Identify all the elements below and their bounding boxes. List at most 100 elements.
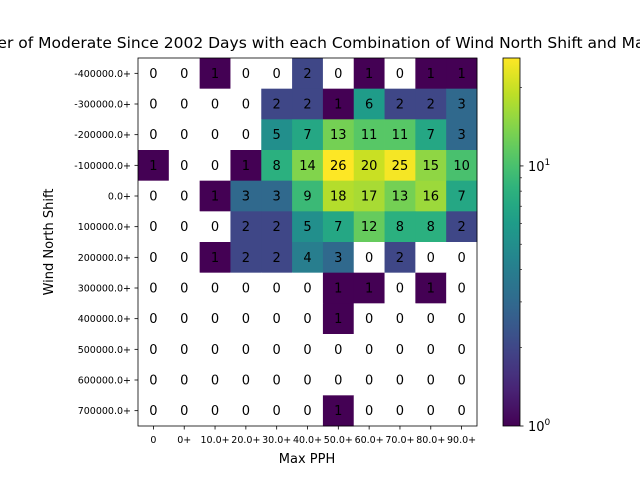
cell-value-label: 25 <box>392 159 409 174</box>
cell-value-label: 0 <box>180 282 188 297</box>
cell-value-label: 16 <box>422 190 439 205</box>
cell-value-label: 15 <box>422 159 439 174</box>
cell-value-label: 0 <box>180 190 188 205</box>
cell-value-label: 1 <box>211 67 219 82</box>
cell-value-label: 0 <box>149 374 157 389</box>
heatmap-cell <box>292 180 324 212</box>
cell-value-label: 14 <box>299 159 316 174</box>
cell-value-label: 0 <box>303 282 311 297</box>
cell-value-label: 0 <box>242 343 250 358</box>
heatmap-cell <box>446 242 478 274</box>
heatmap-cell <box>384 150 416 182</box>
heatmap-cell <box>353 364 385 396</box>
cell-value-label: 0 <box>273 312 281 327</box>
heatmap-cell <box>199 119 231 151</box>
heatmap-cell <box>199 242 231 274</box>
y-tick-label: -100000.0+ <box>74 161 131 172</box>
cell-value-label: 1 <box>211 251 219 266</box>
heatmap-cell <box>292 150 324 182</box>
heatmap-cell <box>168 272 201 304</box>
heatmap-cell <box>230 58 262 90</box>
cell-value-label: 0 <box>180 251 188 266</box>
x-tick-labels: 0 0+ 10.0+ 20.0+ 30.0+ 40.0+ 50.0+ 60.0+ 70.0+ 80… <box>150 426 476 446</box>
heatmap-cell <box>292 334 324 366</box>
x-tick-label: 40.0+ <box>293 435 322 446</box>
heatmap-cell <box>261 119 293 151</box>
heatmap-cell <box>168 303 201 335</box>
y-tick-label: 600000.0+ <box>78 376 131 387</box>
cell-value-label: 0 <box>211 282 219 297</box>
cell-value-label: 0 <box>334 374 342 389</box>
cell-value-label: 0 <box>211 128 219 143</box>
cell-value-label: 0 <box>149 343 157 358</box>
cell-value-label: 0 <box>334 343 342 358</box>
cell-value-label: 1 <box>334 404 342 419</box>
cell-value-label: 0 <box>180 98 188 113</box>
heatmap-cell <box>415 303 447 335</box>
heatmap-cell <box>168 119 201 151</box>
cell-value-label: 4 <box>303 251 311 266</box>
cell-value-label: 12 <box>361 220 378 235</box>
heatmap-cell <box>199 272 231 304</box>
heatmap-cell <box>446 119 478 151</box>
heatmap-cell <box>415 119 447 151</box>
cell-value-label: 8 <box>396 220 404 235</box>
chart-title: Number of Moderate Since 2002 Days with … <box>0 34 640 52</box>
x-tick-label: 10.0+ <box>200 435 229 446</box>
heatmap-cell <box>353 150 385 182</box>
cell-value-label: 0 <box>180 67 188 82</box>
cell-value-label: 0 <box>149 404 157 419</box>
cell-value-label: 1 <box>457 67 465 82</box>
cell-value-label: 5 <box>273 128 281 143</box>
y-tick-label: -200000.0+ <box>74 130 131 141</box>
heatmap-cell <box>322 272 355 304</box>
cell-value-label: 0 <box>273 343 281 358</box>
cell-value-label: 3 <box>457 128 465 143</box>
heatmap-cell <box>168 88 201 120</box>
heatmap-cell <box>353 272 385 304</box>
cell-value-label: 1 <box>211 190 219 205</box>
heatmap-cell <box>384 88 416 120</box>
cell-value-label: 3 <box>242 190 250 205</box>
heatmap-cell <box>230 272 262 304</box>
heatmap-cell <box>384 242 416 274</box>
cell-value-label: 0 <box>273 374 281 389</box>
heatmap-cell <box>446 303 478 335</box>
cell-value-label: 0 <box>457 282 465 297</box>
heatmap-cell <box>138 364 170 396</box>
heatmap-cell <box>353 211 385 243</box>
colorbar-tick-label: 100 <box>528 418 551 435</box>
heatmap-cell <box>415 242 447 274</box>
y-tick-label: -400000.0+ <box>74 69 131 80</box>
heatmap-cell <box>261 364 293 396</box>
cell-value-label: 0 <box>242 282 250 297</box>
heatmap-cell <box>261 150 293 182</box>
cell-value-label: 0 <box>149 98 157 113</box>
colorbar-ticks: 100 101 <box>520 87 551 435</box>
heatmap-cell <box>384 58 416 90</box>
heatmap-cell <box>446 150 478 182</box>
heatmap-cell <box>168 242 201 274</box>
cell-value-label: 0 <box>180 374 188 389</box>
cell-value-label: 0 <box>149 190 157 205</box>
cell-value-label: 0 <box>427 251 435 266</box>
heatmap-cell <box>199 180 231 212</box>
heatmap-cell <box>322 334 355 366</box>
heatmap-cell <box>446 180 478 212</box>
heatmap-cell <box>168 334 201 366</box>
heatmap-cell <box>446 211 478 243</box>
cell-value-label: 0 <box>303 312 311 327</box>
y-tick-label: 500000.0+ <box>78 345 131 356</box>
y-tick-label: 700000.0+ <box>78 406 131 417</box>
heatmap-cell <box>138 303 170 335</box>
heatmap-cell <box>168 150 201 182</box>
heatmap-cell <box>199 58 231 90</box>
cell-value-label: 0 <box>242 312 250 327</box>
cell-value-label: 17 <box>361 190 378 205</box>
cell-value-label: 0 <box>242 404 250 419</box>
cell-value-label: 0 <box>180 128 188 143</box>
heatmap-cell <box>353 180 385 212</box>
heatmap-cell <box>384 395 416 427</box>
cell-value-label: 1 <box>365 282 373 297</box>
heatmap-cell <box>230 395 262 427</box>
